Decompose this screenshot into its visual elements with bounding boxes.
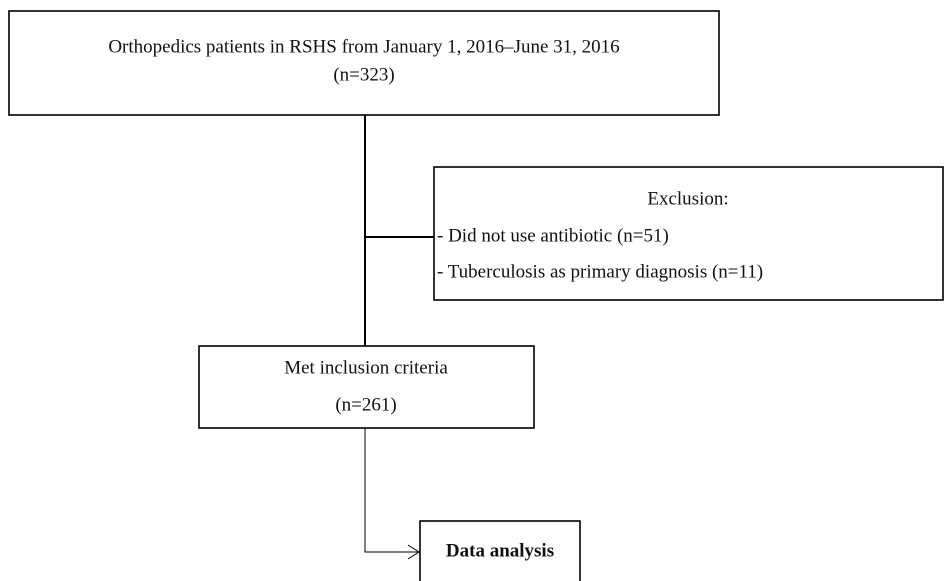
node-box <box>198 345 535 429</box>
node-box <box>419 520 581 581</box>
node-label: Orthopedics patients in RSHS from Januar… <box>108 36 619 57</box>
node-box <box>433 166 944 301</box>
node-label: Met inclusion criteria <box>284 357 448 378</box>
node-label: (n=323) <box>333 64 394 85</box>
node-label: Data analysis <box>446 540 554 561</box>
connector <box>364 428 418 553</box>
node-label: (n=261) <box>335 394 396 415</box>
node-label: - Tuberculosis as primary diagnosis (n=1… <box>437 261 763 282</box>
node-label: Exclusion: <box>647 188 728 209</box>
node-box <box>8 10 720 116</box>
arrow-head <box>407 544 420 560</box>
node-label: - Did not use antibiotic (n=51) <box>437 225 669 246</box>
